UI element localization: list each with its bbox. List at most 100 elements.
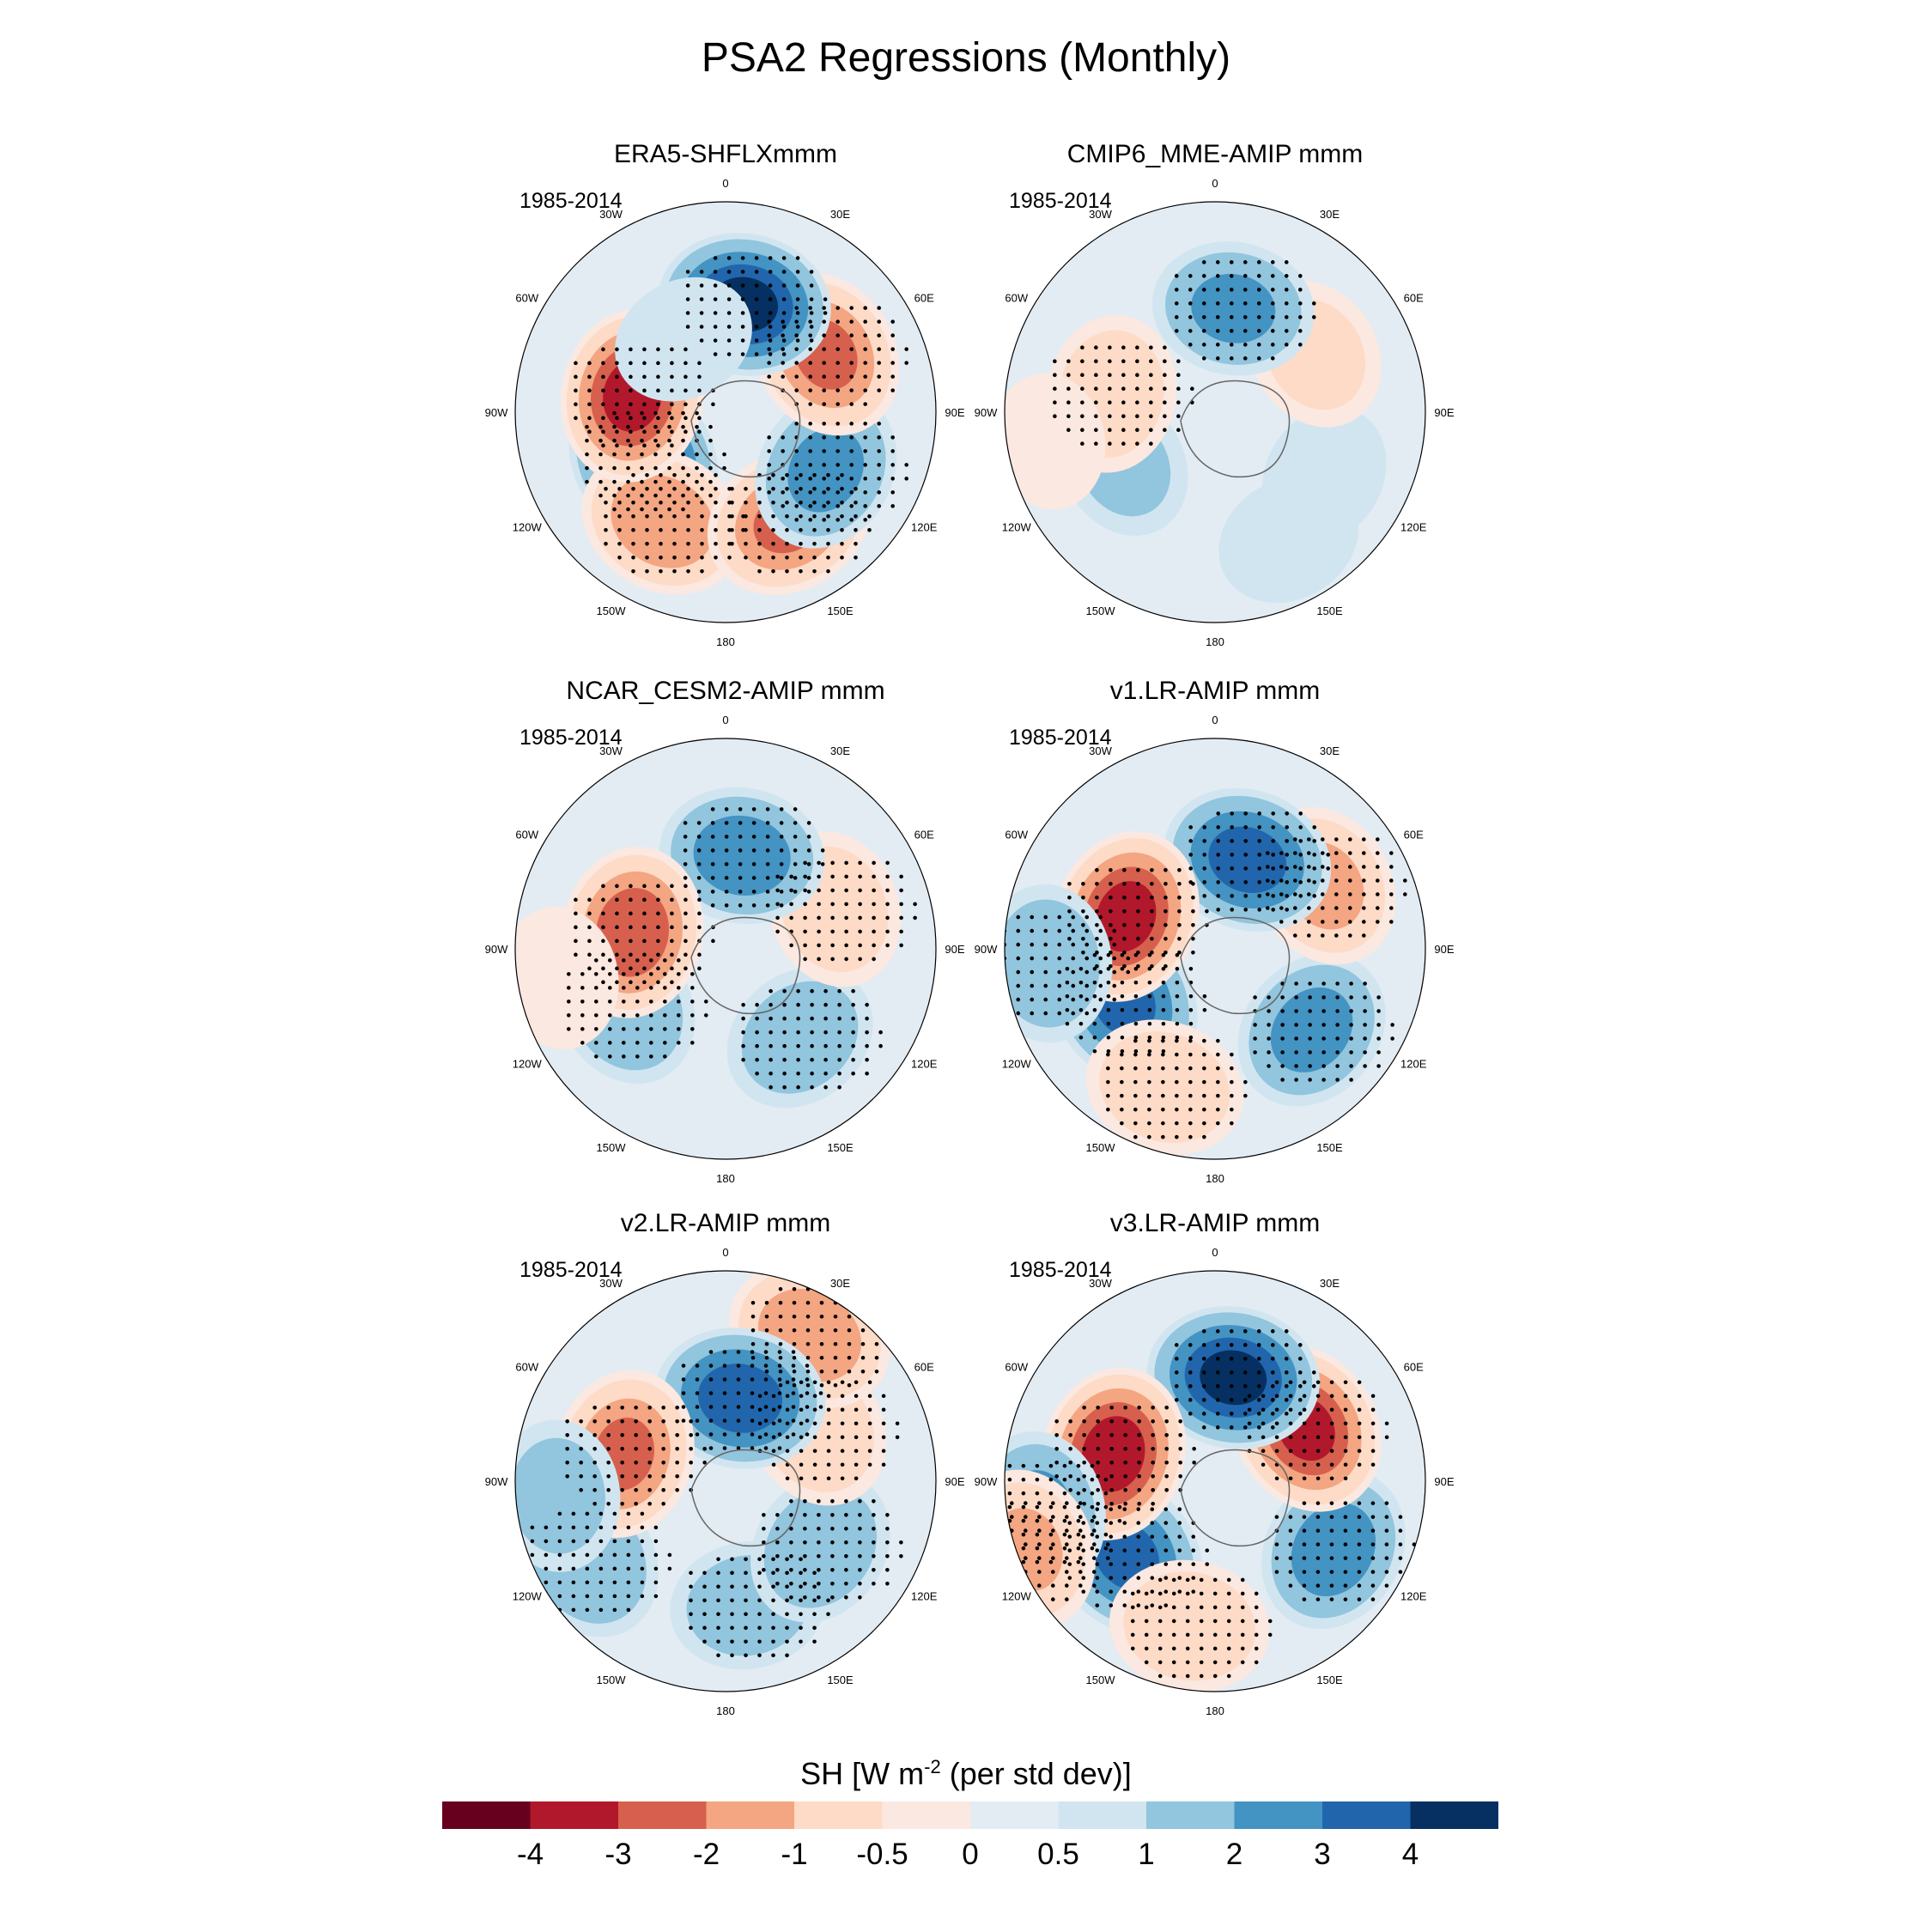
significance-dot [1084, 969, 1090, 975]
significance-dot [1362, 892, 1366, 896]
significance-dot [606, 1473, 611, 1479]
significance-dot [1094, 373, 1098, 378]
significance-dot [847, 1300, 852, 1305]
significance-dot [1136, 895, 1140, 900]
significance-dot [571, 1525, 576, 1530]
significance-dot [1376, 920, 1380, 924]
map-border [1004, 738, 1426, 1160]
significance-dot [817, 1526, 821, 1531]
significance-dot [635, 1013, 640, 1018]
significance-dot [895, 1421, 900, 1426]
significance-dot [1023, 1515, 1028, 1519]
significance-dot [1334, 851, 1339, 855]
significance-dot [1284, 343, 1289, 347]
significance-dot [741, 1016, 745, 1021]
significance-dot [1389, 851, 1394, 855]
significance-dot [1016, 928, 1021, 933]
significance-dot [860, 1369, 866, 1374]
significance-dot [765, 821, 770, 825]
significance-dot [1266, 878, 1270, 883]
significance-dot [837, 988, 841, 993]
significance-dot [791, 1405, 796, 1409]
significance-dot [1078, 1035, 1084, 1040]
significance-dot [785, 1435, 790, 1440]
significance-dot [738, 807, 743, 811]
significance-dot [844, 1553, 848, 1558]
longitude-label: 150W [597, 1674, 627, 1686]
significance-dot [686, 514, 690, 519]
significance-dot [1242, 1329, 1248, 1334]
significance-dot [809, 325, 814, 329]
significance-dot [1136, 963, 1140, 969]
significance-dot [722, 1432, 727, 1437]
longitude-label: 180 [1206, 635, 1224, 648]
significance-dot [635, 999, 640, 1004]
significance-dot [670, 925, 674, 930]
significance-dot [1226, 1632, 1231, 1637]
significance-dot [835, 319, 840, 324]
significance-dot [1266, 865, 1270, 869]
significance-dot [656, 347, 660, 352]
significance-dot [598, 1580, 604, 1585]
significance-dot [1321, 995, 1326, 999]
significance-dot [799, 1462, 804, 1467]
significance-dot [744, 1625, 748, 1631]
significance-dot [670, 939, 674, 944]
significance-dot [1065, 980, 1070, 985]
significance-dot [1274, 1476, 1279, 1481]
significance-dot [769, 1030, 773, 1035]
significance-dot [1297, 315, 1303, 319]
significance-dot [796, 1002, 800, 1007]
significance-dot [642, 416, 647, 421]
significance-dot [1308, 1023, 1312, 1027]
significance-dot [1284, 315, 1289, 319]
significance-dot [1133, 1121, 1138, 1126]
significance-dot [793, 835, 798, 839]
significance-dot [579, 1487, 583, 1492]
significance-dot [791, 1419, 796, 1423]
significance-dot [785, 1653, 789, 1658]
significance-dot [751, 862, 756, 866]
significance-dot [530, 1539, 535, 1544]
significance-dot [683, 347, 688, 352]
significance-dot [1009, 1501, 1014, 1505]
colorbar-tick-label: -2 [692, 1838, 720, 1871]
significance-dot [785, 1571, 789, 1576]
significance-dot [899, 943, 903, 948]
significance-dot [1384, 1435, 1389, 1440]
significance-dot [726, 297, 732, 301]
significance-dot [1048, 1463, 1054, 1468]
significance-dot [1201, 1370, 1206, 1375]
significance-dot [1188, 825, 1194, 829]
significance-dot [1177, 1589, 1182, 1594]
significance-dot [806, 821, 811, 825]
significance-dot [587, 925, 592, 930]
significance-dot [781, 270, 787, 274]
panel-title: ERA5-SHFLXmmm [613, 140, 838, 168]
significance-dot [874, 1355, 879, 1360]
significance-dot [1095, 922, 1099, 927]
significance-dot [822, 333, 826, 337]
significance-dot [1215, 1370, 1220, 1375]
longitude-label: 90E [945, 943, 964, 956]
significance-dot [1270, 329, 1275, 333]
significance-dot [1137, 1446, 1141, 1451]
significance-dot [817, 957, 821, 962]
significance-dot [817, 1581, 821, 1586]
significance-dot [738, 876, 743, 880]
significance-dot [594, 972, 598, 976]
significance-dot [629, 884, 633, 889]
significance-dot [670, 952, 674, 957]
significance-dot [1016, 956, 1021, 961]
significance-dot [1257, 880, 1262, 884]
significance-dot [1109, 1446, 1114, 1451]
significance-dot [714, 514, 718, 519]
significance-dot [789, 888, 793, 893]
significance-dot [1065, 966, 1070, 971]
significance-dot [714, 528, 718, 532]
significance-dot [1285, 825, 1290, 829]
longitude-label: 120W [1002, 521, 1032, 534]
significance-dot [617, 501, 622, 505]
significance-dot [872, 1540, 876, 1545]
significance-dot [781, 435, 785, 440]
